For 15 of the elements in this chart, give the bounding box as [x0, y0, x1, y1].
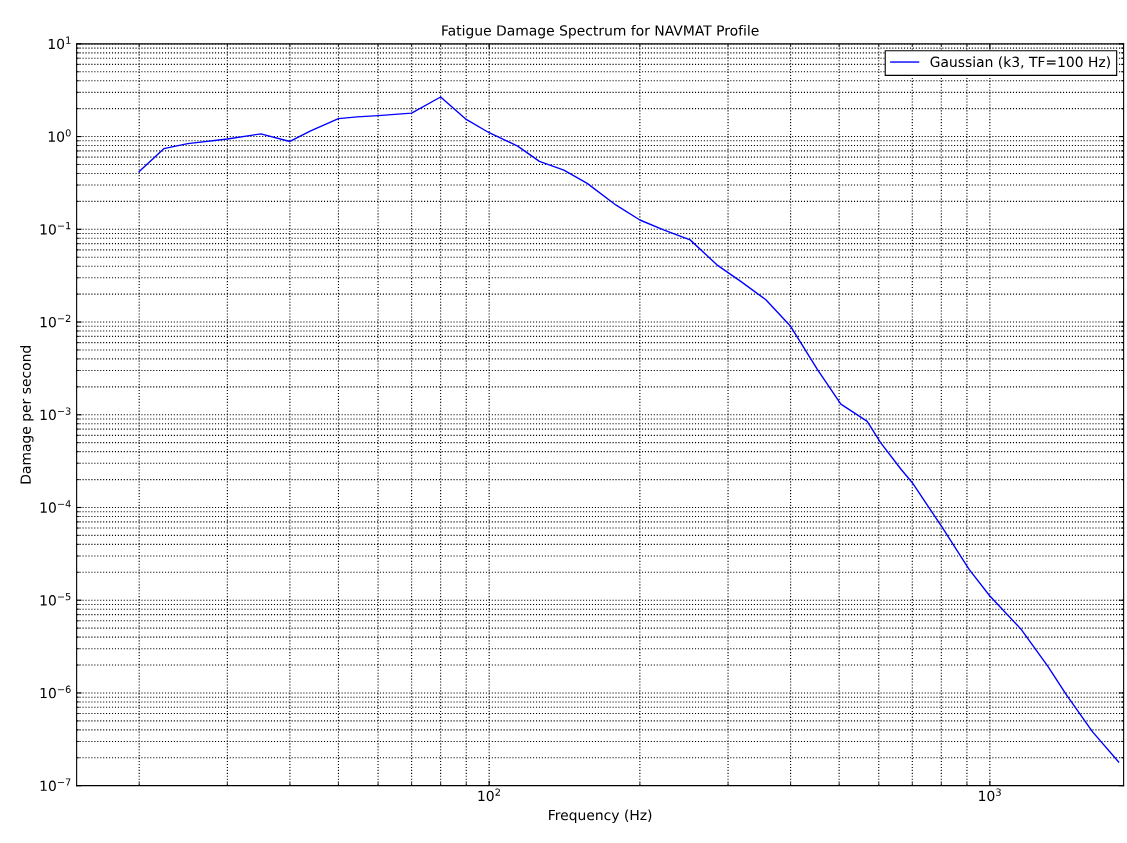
y-axis-title: Damage per second [20, 346, 34, 484]
legend-label: Gaussian (k3, TF=100 Hz) [930, 56, 1110, 69]
x-axis-title: Frequency (Hz) [549, 809, 652, 823]
y-tick-label: 10$^{−6}$ [40, 685, 71, 699]
y-tick-label: 10$^{1}$ [48, 36, 71, 50]
x-tick-label: 10$^{2}$ [478, 788, 500, 802]
y-tick-label: 10$^{−4}$ [40, 500, 71, 513]
y-tick-label: 10$^{−7}$ [40, 778, 71, 792]
y-tick-label: 10$^{−1}$ [40, 222, 71, 235]
y-tick-label: 10$^{−2}$ [40, 314, 71, 328]
chart-title: Fatigue Damage Spectrum for NAVMAT Profile [442, 24, 759, 39]
y-tick-label: 10$^{−3}$ [40, 407, 71, 421]
x-tick-label: 10$^{3}$ [979, 788, 1001, 802]
y-tick-label: 10$^{0}$ [48, 129, 71, 142]
y-tick-label: 10$^{−5}$ [40, 592, 71, 606]
